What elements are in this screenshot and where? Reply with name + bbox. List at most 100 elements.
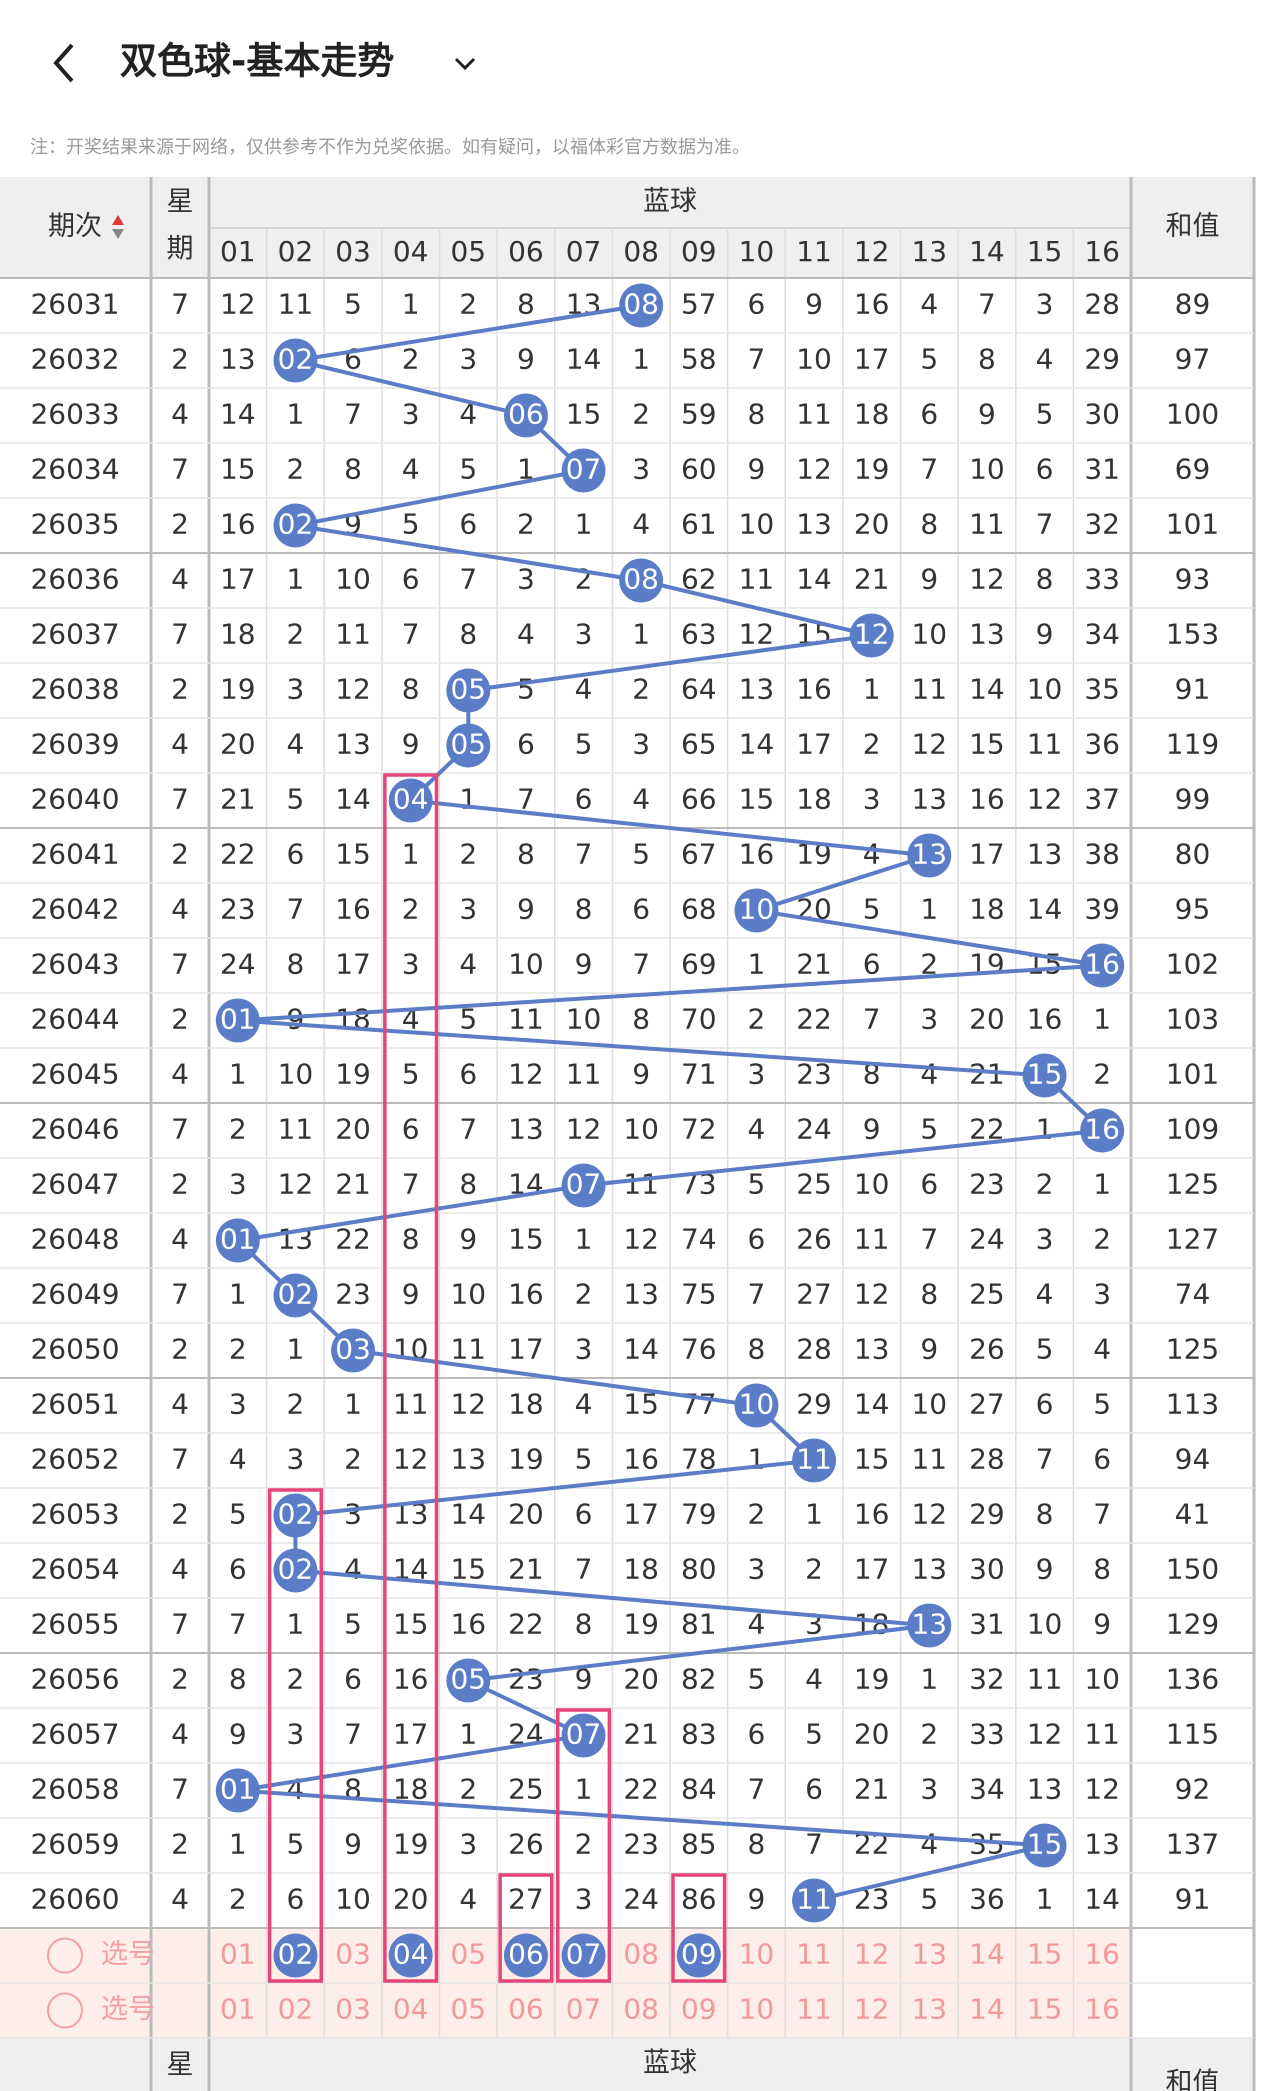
select-number[interactable]: 05 <box>450 1993 486 2026</box>
select-number[interactable]: 12 <box>854 1993 890 2026</box>
miss-count: 18 <box>508 1388 544 1421</box>
miss-count: 60 <box>681 453 717 486</box>
blue-ball-number: 03 <box>335 1333 371 1366</box>
select-number[interactable]: 08 <box>623 1938 659 1971</box>
miss-count: 3 <box>459 893 477 926</box>
weekday: 4 <box>171 1553 189 1586</box>
miss-count: 5 <box>344 288 362 321</box>
blue-ball-number: 02 <box>278 508 314 541</box>
select-number[interactable]: 12 <box>854 1938 890 1971</box>
miss-count: 1 <box>1093 1168 1111 1201</box>
select-number[interactable]: 13 <box>911 1938 947 1971</box>
miss-count: 1 <box>1036 1113 1054 1146</box>
miss-count: 1 <box>402 288 420 321</box>
miss-count: 5 <box>459 1003 477 1036</box>
miss-count: 14 <box>969 673 1005 706</box>
miss-count: 39 <box>1084 893 1120 926</box>
sum: 127 <box>1166 1223 1219 1256</box>
miss-count: 6 <box>748 1223 766 1256</box>
select-number[interactable]: 14 <box>969 1993 1005 2026</box>
select-number[interactable]: 16 <box>1084 1938 1120 1971</box>
blue-ball-number: 07 <box>566 1718 602 1751</box>
miss-count: 10 <box>796 343 832 376</box>
blue-ball <box>1022 1053 1067 1098</box>
footer-blue: 蓝球 <box>643 2048 697 2079</box>
select-number[interactable]: 11 <box>796 1993 832 2026</box>
blue-ball <box>273 1548 318 1593</box>
select-number[interactable]: 04 <box>393 1993 429 2026</box>
select-number[interactable]: 14 <box>969 1938 1005 1971</box>
miss-count: 3 <box>748 1058 766 1091</box>
miss-count: 3 <box>920 1773 938 1806</box>
select-number[interactable]: 09 <box>681 1993 717 2026</box>
disclaimer: 注：开奖结果来源于网络，仅供参考不作为兑奖依据。如有疑问，以福体彩官方数据为准。 <box>30 137 750 158</box>
blue-ball <box>215 1218 260 1263</box>
miss-count: 4 <box>748 1608 766 1641</box>
select-number[interactable]: 15 <box>1027 1938 1063 1971</box>
select-number[interactable]: 01 <box>220 1938 256 1971</box>
sum: 115 <box>1166 1718 1219 1751</box>
blue-ball <box>561 1933 606 1978</box>
title-dropdown[interactable] <box>454 57 476 71</box>
back-button[interactable] <box>53 43 74 83</box>
select-number[interactable]: 16 <box>1084 1993 1120 2026</box>
miss-count: 4 <box>575 1388 593 1421</box>
miss-count: 6 <box>575 1498 593 1531</box>
miss-count: 3 <box>748 1553 766 1586</box>
miss-count: 69 <box>681 948 717 981</box>
period: 26052 <box>30 1443 119 1476</box>
select-number[interactable]: 08 <box>623 1993 659 2026</box>
weekday: 2 <box>171 1498 189 1531</box>
miss-count: 8 <box>748 1333 766 1366</box>
period: 26048 <box>30 1223 119 1256</box>
miss-count: 4 <box>863 838 881 871</box>
select-number[interactable]: 10 <box>739 1993 775 2026</box>
select-toggle[interactable] <box>47 1937 83 1974</box>
select-number[interactable]: 06 <box>508 1993 544 2026</box>
select-number[interactable]: 10 <box>739 1938 775 1971</box>
miss-count: 13 <box>1027 1773 1063 1806</box>
miss-count: 7 <box>632 948 650 981</box>
blue-ball <box>503 393 548 438</box>
select-number[interactable]: 01 <box>220 1993 256 2026</box>
select-number[interactable]: 02 <box>278 1993 314 2026</box>
miss-count: 9 <box>229 1718 247 1751</box>
miss-count: 72 <box>681 1113 717 1146</box>
miss-count: 1 <box>287 563 305 596</box>
miss-count: 5 <box>287 783 305 816</box>
select-number[interactable]: 13 <box>911 1993 947 2026</box>
select-label[interactable]: 选号 <box>101 1939 155 1970</box>
miss-count: 9 <box>575 1663 593 1696</box>
miss-count: 11 <box>739 563 775 596</box>
miss-count: 21 <box>335 1168 371 1201</box>
miss-count: 12 <box>911 728 947 761</box>
miss-count: 25 <box>969 1278 1005 1311</box>
miss-count: 5 <box>575 1443 593 1476</box>
select-toggle[interactable] <box>47 1992 83 2029</box>
weekday: 2 <box>171 1333 189 1366</box>
select-number[interactable]: 11 <box>796 1938 832 1971</box>
select-number[interactable]: 03 <box>335 1993 371 2026</box>
period-header: 期次 <box>48 211 102 242</box>
period: 26034 <box>30 453 119 486</box>
miss-count: 16 <box>796 673 832 706</box>
select-number[interactable]: 05 <box>450 1938 486 1971</box>
select-number[interactable]: 07 <box>566 1993 602 2026</box>
miss-count: 74 <box>681 1223 717 1256</box>
miss-count: 9 <box>1036 618 1054 651</box>
select-number[interactable]: 03 <box>335 1938 371 1971</box>
miss-count: 4 <box>344 1553 362 1586</box>
miss-count: 5 <box>575 728 593 761</box>
weekday: 2 <box>171 1003 189 1036</box>
select-label[interactable]: 选号 <box>101 1994 155 2025</box>
select-number[interactable]: 15 <box>1027 1993 1063 2026</box>
sum: 80 <box>1175 838 1211 871</box>
blue-ball <box>676 1933 721 1978</box>
miss-count: 68 <box>681 893 717 926</box>
miss-count: 6 <box>863 948 881 981</box>
miss-count: 6 <box>920 398 938 431</box>
miss-count: 2 <box>344 1443 362 1476</box>
blue-ball <box>792 1438 837 1483</box>
miss-count: 16 <box>623 1443 659 1476</box>
miss-count: 10 <box>566 1003 602 1036</box>
